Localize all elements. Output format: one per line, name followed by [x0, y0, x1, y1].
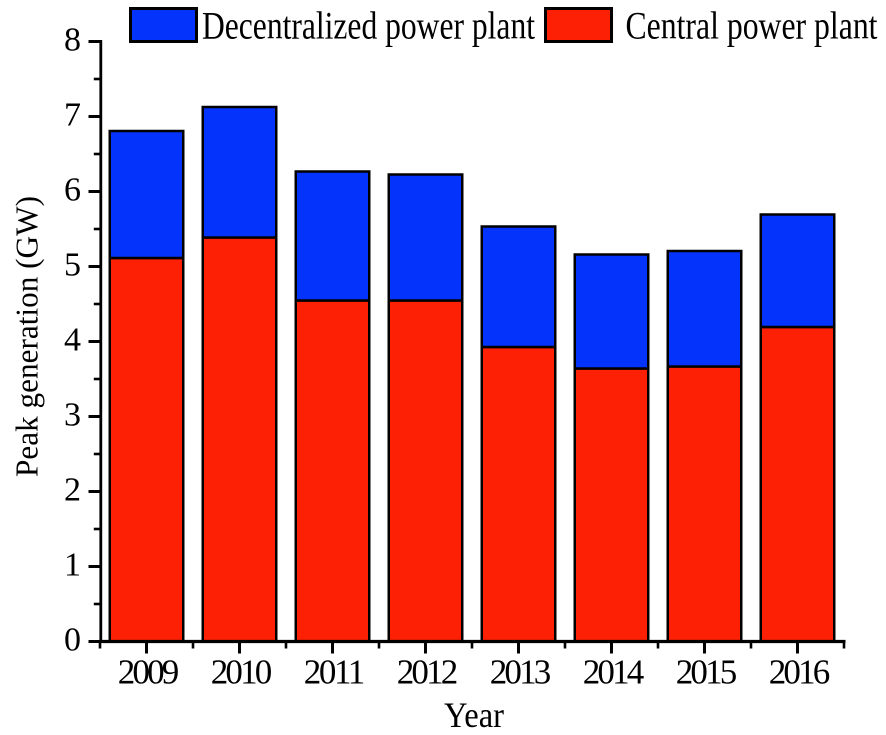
svg-text:Decentralized power plant: Decentralized power plant	[202, 4, 535, 47]
svg-text:2010: 2010	[211, 653, 273, 692]
svg-text:Year: Year	[444, 695, 504, 735]
svg-text:2013: 2013	[490, 653, 552, 692]
svg-text:6: 6	[64, 172, 81, 209]
svg-text:2: 2	[64, 472, 81, 509]
svg-text:Peak generation (GW): Peak generation (GW)	[9, 196, 45, 477]
svg-text:2016: 2016	[769, 653, 831, 692]
svg-text:4: 4	[64, 322, 81, 359]
svg-text:3: 3	[64, 397, 81, 434]
svg-text:2015: 2015	[676, 653, 738, 692]
svg-text:5: 5	[64, 247, 81, 284]
svg-text:8: 8	[64, 22, 81, 59]
svg-text:0: 0	[64, 622, 81, 659]
svg-text:2011: 2011	[304, 653, 366, 692]
svg-text:2014: 2014	[583, 653, 645, 692]
svg-text:7: 7	[64, 97, 81, 134]
svg-text:2009: 2009	[118, 653, 180, 692]
svg-text:2012: 2012	[397, 653, 459, 692]
svg-text:Central power plant: Central power plant	[626, 4, 878, 47]
svg-text:1: 1	[64, 547, 81, 584]
